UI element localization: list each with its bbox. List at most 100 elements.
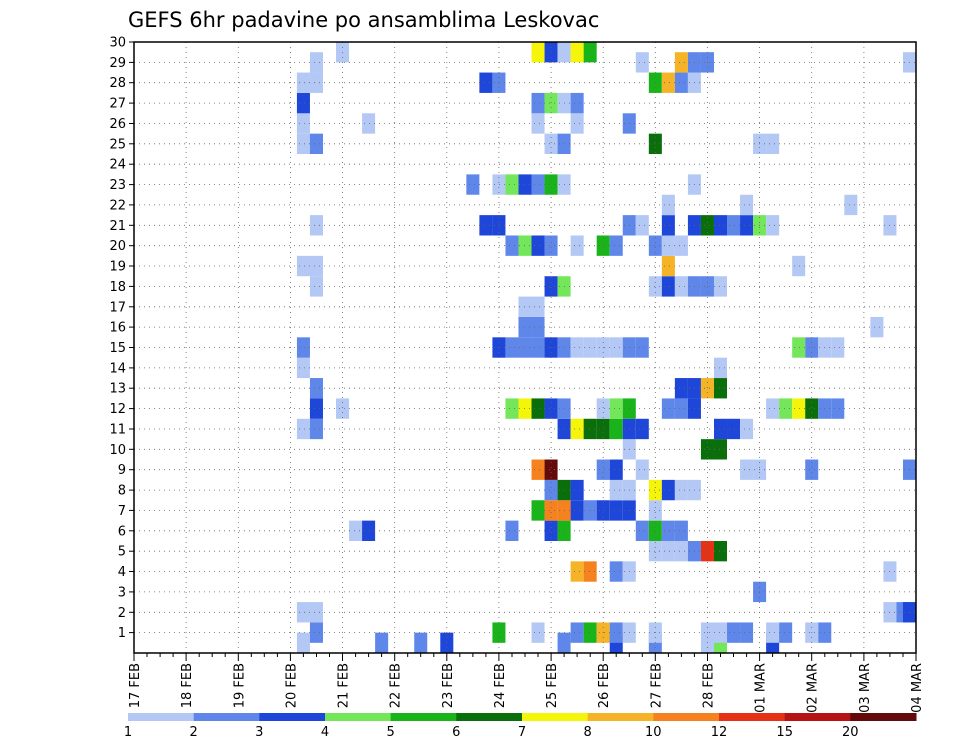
precip-cell [296,133,310,155]
precip-cell [336,398,350,419]
y-tick-label: 5 [118,545,126,560]
y-tick-label: 23 [109,178,126,193]
precip-cell [570,622,584,643]
precip-cell [544,398,558,419]
precip-cell [309,398,323,419]
precip-cell [531,398,545,419]
precip-cell [544,479,558,501]
colorbar-label: 6 [452,725,460,740]
colorbar-segment [784,713,851,721]
precip-cell [713,622,728,643]
y-tick-label: 14 [109,361,126,376]
heatmap-cells [296,42,916,653]
precip-cell [570,418,584,440]
y-tick-label: 2 [118,606,126,621]
precip-cell [713,276,728,297]
precip-cell [309,276,323,297]
precip-cell [635,52,649,73]
y-tick-label: 9 [118,463,126,478]
precip-cell [648,500,662,521]
precip-cell [674,479,688,501]
x-axis: 17 FEB 18 FEB 19 FEB 20 FEB 21 FEB 22 FEB 23 F… [128,653,925,713]
precip-cell [531,113,545,134]
x-tick-label: 01 MAR [754,663,769,713]
precip-cell [296,72,310,93]
precip-cell [531,459,545,480]
precip-cell [309,133,323,155]
x-tick-label: 17 FEB [128,663,143,708]
precip-cell [792,337,806,358]
x-tick-label: 23 FEB [441,663,456,708]
precip-cell [661,235,675,256]
precip-cell [713,215,728,236]
precip-cell [661,215,675,236]
precip-cell [531,337,545,358]
precip-cell [531,500,545,521]
precip-cell [700,215,714,236]
colorbar-segment [128,713,195,721]
precip-cell [544,92,558,114]
precip-cell [831,398,845,419]
y-tick-label: 28 [109,76,126,91]
precip-cell [349,520,363,541]
precip-cell [505,398,519,419]
colorbar-segment [390,713,457,721]
precip-cell [583,42,597,63]
precip-cell [700,378,714,399]
colorbar-segment [456,713,523,721]
precip-cell [296,255,310,277]
precip-cell [713,540,728,562]
colorbar-label: 3 [255,725,263,740]
colorbar-label: 15 [776,725,793,740]
precip-cell [505,520,519,541]
x-tick-label: 24 FEB [493,663,508,708]
colorbar-label: 7 [518,725,526,740]
y-tick-label: 1 [118,626,126,641]
precip-cell [544,235,558,256]
colorbar-segment [587,713,654,721]
y-tick-label: 3 [118,585,126,600]
precip-cell [700,276,714,297]
precip-cell [544,276,558,297]
precip-cell [635,520,649,541]
precip-cell [609,398,623,419]
precip-cell [531,622,545,643]
precip-cell [648,520,662,541]
precip-cell [661,276,675,297]
x-tick-label: 20 FEB [284,663,299,708]
grid-lines [134,42,916,653]
precip-cell [674,276,688,297]
precip-cell [766,622,780,643]
y-tick-label: 26 [109,117,126,132]
precip-cell [557,42,571,63]
precip-cell [583,622,597,643]
precip-cell [531,92,545,114]
precip-cell [661,398,675,419]
precip-cell [609,500,623,521]
y-tick-label: 16 [109,321,126,336]
y-tick-label: 6 [118,524,126,539]
y-tick-label: 7 [118,504,126,519]
precip-cell [583,337,597,358]
precip-cell [609,418,623,440]
precip-cell [309,215,323,236]
precip-cell [479,215,493,236]
precip-cell [296,113,310,134]
precip-cell [635,459,649,480]
precip-cell [596,398,610,419]
precip-cell [609,235,623,256]
precip-cell [531,42,545,63]
y-tick-label: 11 [109,423,126,438]
x-tick-label: 28 FEB [702,663,717,708]
precip-cell [570,561,584,582]
precip-cell [544,174,558,195]
precip-cell [570,235,584,256]
colorbar-label: 2 [190,725,198,740]
precip-cell [583,561,597,582]
precip-cell [727,418,741,440]
colorbar-label: 8 [584,725,592,740]
precip-cell [544,520,558,541]
y-tick-label: 4 [118,565,126,580]
